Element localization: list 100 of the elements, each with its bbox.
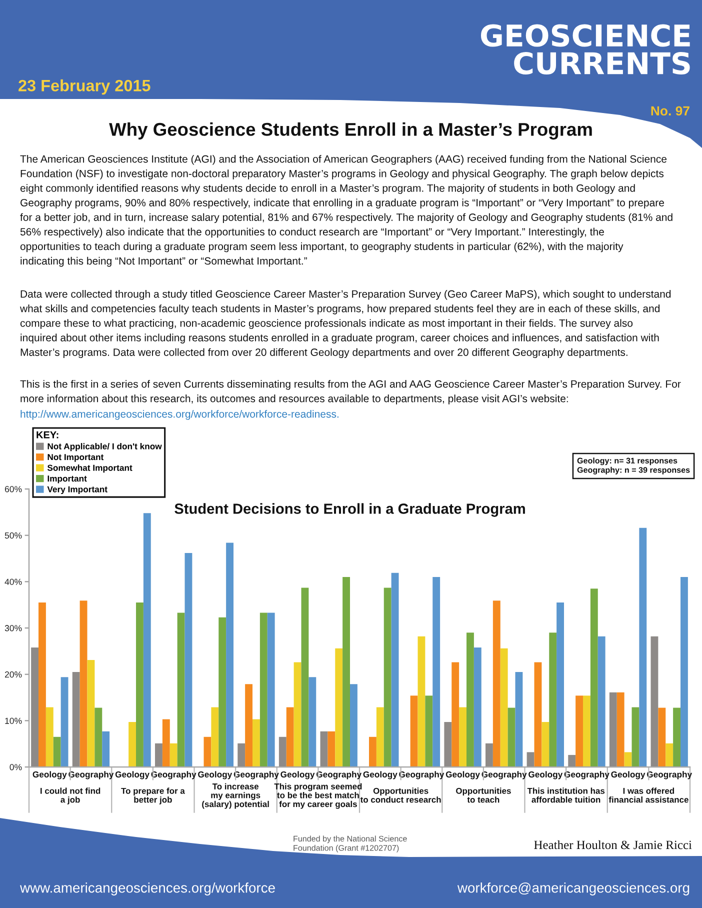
x-tick-label: Geology: [280, 771, 315, 780]
text: Opportunities to teach: [456, 788, 511, 803]
y-tick-label: 10%: [5, 718, 22, 724]
bar: [60, 677, 68, 767]
legend-title: KEY:: [36, 431, 58, 438]
bar: [508, 708, 516, 767]
text: Heather Houlton & Jamie Ricci: [534, 840, 692, 850]
bar: [128, 722, 136, 767]
bar: [466, 632, 474, 767]
bar: [526, 752, 534, 767]
bar: [46, 707, 54, 767]
bar: [474, 647, 482, 767]
bar: [286, 707, 294, 767]
bar: [278, 736, 286, 767]
text: workforce@americangeosciences.org: [457, 882, 690, 896]
y-tick-label: 0%: [10, 764, 22, 770]
x-tick-label: Geography: [564, 771, 610, 780]
bar: [590, 588, 598, 767]
bar: [238, 743, 246, 767]
bar: [432, 577, 440, 767]
bar: [177, 612, 185, 767]
bar: [632, 707, 640, 767]
bar: [384, 588, 392, 767]
text: To prepare for a better job: [121, 788, 185, 804]
legend-label: Somewhat Important: [47, 464, 132, 473]
bar: [673, 708, 680, 767]
bar: [155, 743, 162, 767]
legend-label: Not Important: [48, 454, 104, 462]
bar: [391, 572, 399, 767]
bar: [136, 602, 144, 767]
bar: [267, 612, 275, 767]
bar: [102, 731, 110, 767]
legend-label: Not Applicable/ I don't know: [48, 443, 162, 452]
legend-label: Important: [48, 476, 87, 484]
bar: [342, 577, 350, 767]
x-tick-label: Geography: [399, 771, 444, 780]
x-tick-label: Geology: [198, 771, 232, 780]
bar: [38, 602, 46, 767]
bar: [515, 672, 523, 767]
bar: [452, 662, 460, 767]
y-tick-label: 60%: [4, 486, 22, 492]
text: Why Geoscience Students Enroll in a Master’s Program: [109, 122, 592, 140]
bar: [459, 707, 466, 767]
text: This program seemed to be the best match for my career goals: [274, 783, 362, 809]
x-tick-label: Geology: [611, 771, 646, 780]
text: To increase my earnings (salary) potential: [202, 783, 269, 809]
x-tick-label: Geology: [528, 771, 563, 780]
bar: [410, 696, 418, 767]
bar: [308, 677, 316, 767]
bar: [534, 662, 542, 767]
bar: [162, 719, 170, 767]
bar: [576, 696, 583, 767]
bar: [542, 722, 550, 767]
x-tick-label: Geography: [316, 771, 362, 780]
bar: [376, 707, 384, 767]
bar: [301, 588, 309, 767]
bar: [143, 513, 151, 767]
bar: [260, 612, 268, 767]
bar: [492, 600, 500, 767]
bar: [556, 602, 564, 767]
y-tick-label: 20%: [4, 671, 22, 678]
text: 23 February 2015: [18, 79, 150, 95]
y-tick-label: 40%: [4, 578, 22, 585]
x-tick-label: Geology: [115, 771, 150, 780]
text: Funded by the National Science Foundation (Grant #1202707): [294, 836, 407, 852]
bar: [598, 636, 606, 767]
bar: [350, 684, 358, 767]
y-tick-label: 50%: [4, 532, 22, 539]
text: The American Geosciences Institute (AGI) and the Association of American Geographers (AAG) received funding from the National Science Foundation (NSF) to investigate non-doctoral preparatory Master’s programs in Geology and physical Geography. The graph below depicts eight commonly identified reasons why students decide to enroll in a Master’s program. The majority of students in both Geology and Geography programs, 90% and 80% respectively, indicate that enrolling in a graduate program is “Important” or “Very Important” to prepare for a better job, and in turn, increase salary potential, 81% and 67% respectively. The majority of Geology and Geography students (81% and 56% respectively) also indicate that the opportunities to conduct research are “Important” or “Very Important.” Interestingly, the opportunities to teach during a graduate program seem less important, to geography students in particular (62%), with the majority indicating this being “Not Important” or “Somewhat Important.”: [20, 155, 672, 267]
x-tick-label: Geography: [68, 771, 114, 780]
bar: [609, 692, 617, 767]
text: Data were collected through a study titled Geoscience Career Master’s Preparation Survey (Geo Career MaPS), which sought to understand what skills and competencies faculty teach students in Master’s programs, how prepared students feel they are in each of these skills, and compare these to what practicing, non-academic geoscience professionals indicate as most important in their fields. The survey also inquired about other items including reasons students enrolled in a graduate program, career choices and influences, and satisfaction with Master’s programs. Data were collected from over 20 different Geology departments and over 20 different Geography departments.: [20, 290, 671, 358]
x-tick-label: Geography: [646, 771, 692, 780]
x-tick-label: Geography: [151, 771, 196, 780]
bar: [583, 696, 590, 767]
bar: [87, 660, 95, 767]
bar: [369, 736, 376, 767]
text: http://www.americangeosciences.org/workforce/workforce-readiness.: [20, 410, 338, 420]
bar: [226, 542, 234, 767]
text: www.americangeosciences.org/workforce: [20, 882, 275, 896]
text: Geology: n= 31 responses Geography: n = 39 responses: [577, 458, 690, 474]
text: Student Decisions to Enroll in a Graduate Program: [174, 503, 525, 517]
bar: [500, 648, 508, 767]
bar: [616, 692, 624, 767]
bar: [320, 731, 328, 767]
bar: [425, 696, 433, 767]
bar: [658, 708, 666, 767]
bar: [666, 743, 674, 767]
bar: [335, 648, 343, 767]
bar: [218, 617, 226, 767]
legend-label: Very Important: [47, 486, 108, 494]
text: This is the first in a series of seven Currents disseminating results from the AGI and AAG Geoscience Career Master’s Preparation Survey. For more information about this research, its outcomes and resources available to departments, please visit AGI’s website:: [20, 380, 681, 404]
bar: [486, 743, 493, 767]
bar: [624, 752, 632, 767]
x-tick-label: Geography: [482, 771, 527, 780]
bar: [211, 707, 219, 767]
bar: [650, 636, 658, 767]
bar: [294, 662, 302, 767]
x-tick-label: Geology: [446, 771, 480, 780]
bar: [680, 577, 688, 767]
